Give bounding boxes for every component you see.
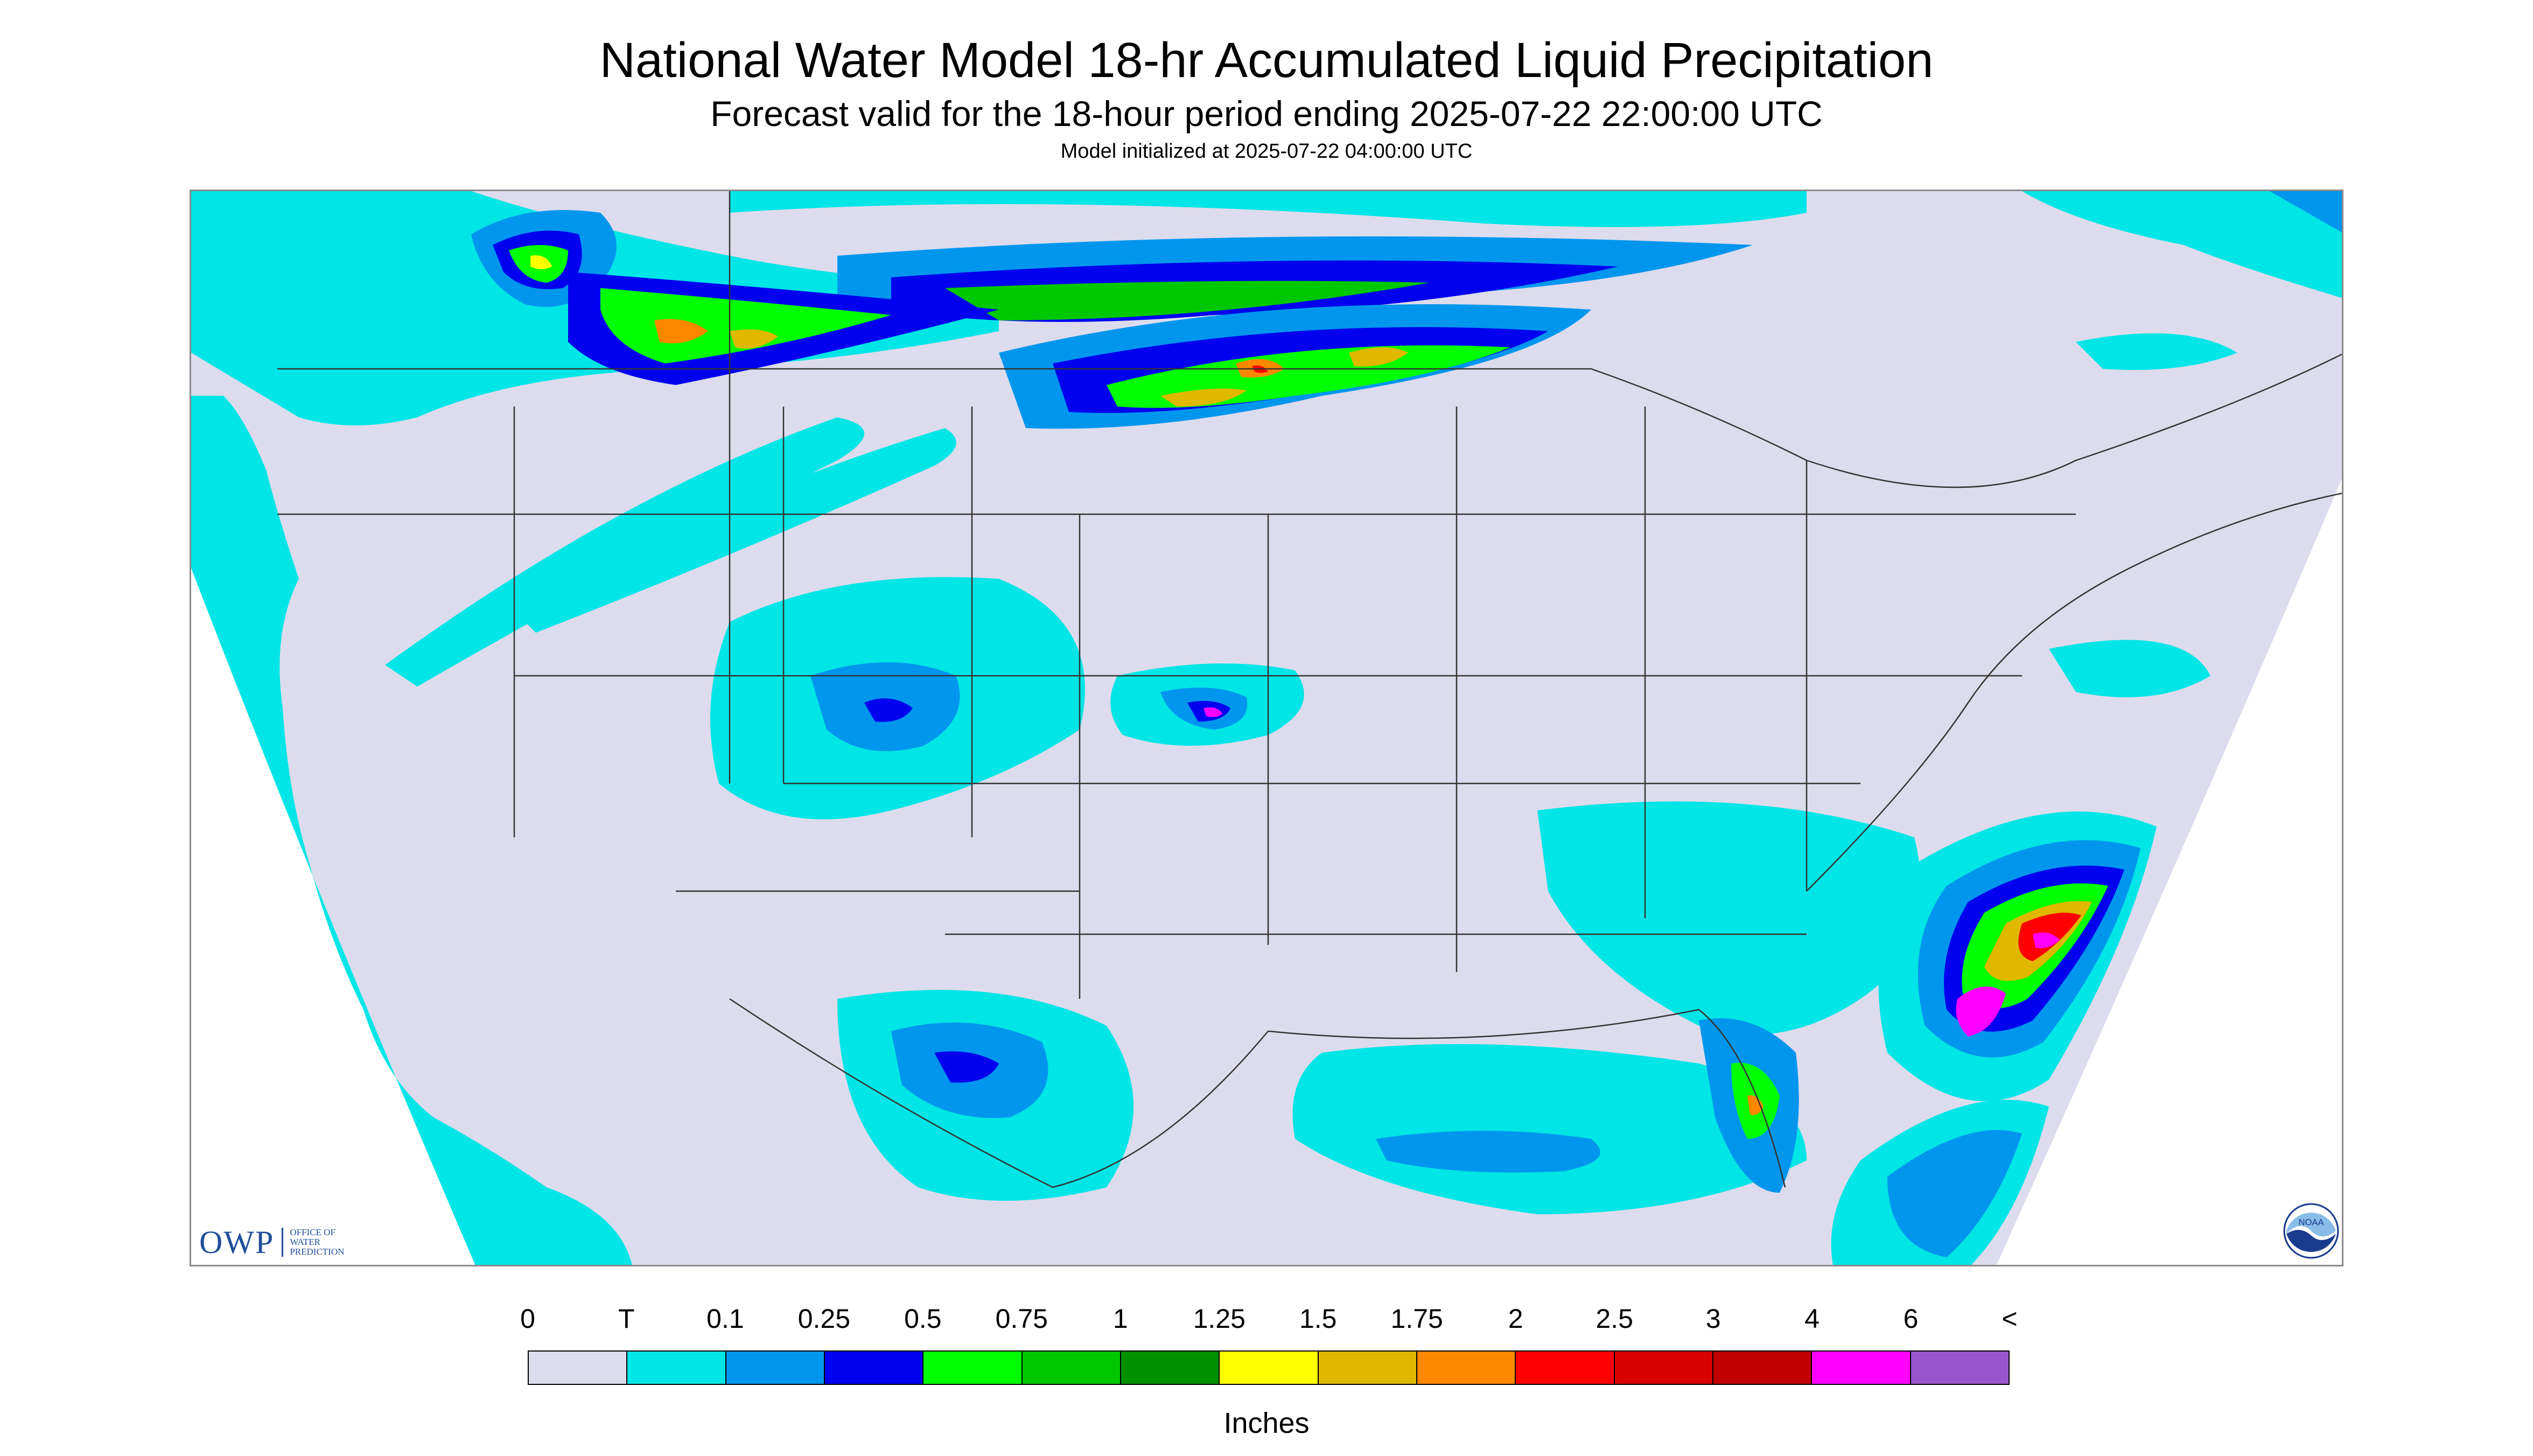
legend-swatch — [1911, 1352, 2009, 1384]
legend-units: Inches — [1223, 1407, 1310, 1439]
legend-swatch — [824, 1352, 924, 1384]
legend-label: 2 — [1508, 1304, 1523, 1334]
map-title: National Water Model 18-hr Accumulated L… — [599, 33, 1934, 88]
legend-label: 0.25 — [797, 1304, 851, 1334]
legend-swatch — [726, 1352, 825, 1384]
legend-label: 1.25 — [1193, 1304, 1245, 1334]
legend-label: 1 — [1112, 1304, 1128, 1334]
legend-swatch — [1812, 1352, 1911, 1384]
precipitation-map[interactable] — [190, 190, 2343, 1266]
owp-logo-mark: OWP — [199, 1224, 275, 1260]
legend-swatch — [1022, 1352, 1121, 1384]
legend-label: 0.75 — [995, 1304, 1048, 1334]
legend-swatch — [1318, 1352, 1417, 1384]
legend-label: 1.5 — [1299, 1304, 1337, 1334]
legend-swatch — [627, 1352, 726, 1384]
boundary-lines — [277, 191, 2342, 1188]
legend-label: 0.1 — [706, 1304, 744, 1334]
legend-label: 3 — [1705, 1304, 1721, 1334]
legend-swatch — [1614, 1352, 1713, 1384]
legend-labels: 0 T 0.1 0.25 0.5 0.75 1 1.25 1.5 1.75 2 2.5 3 4 6 < — [0, 1305, 2533, 1338]
legend-label: 1.75 — [1390, 1304, 1443, 1334]
legend-label: < — [2002, 1304, 2018, 1334]
pacific-trace-band — [191, 396, 632, 1265]
legend-label: 0 — [520, 1304, 535, 1334]
map-canvas — [191, 191, 2342, 1265]
legend-swatch — [923, 1352, 1023, 1384]
legend-swatch — [1121, 1352, 1220, 1384]
legend-color-bar — [528, 1350, 2010, 1385]
legend-label: 4 — [1804, 1304, 1820, 1334]
legend-swatch — [1220, 1352, 1319, 1384]
noaa-logo: NOAA — [2283, 1203, 2339, 1259]
legend-swatch — [1417, 1352, 1516, 1384]
legend-label: 6 — [1903, 1304, 1919, 1334]
legend-label: 2.5 — [1596, 1304, 1633, 1334]
owp-logo-text: OFFICE OF WATER PREDICTION — [282, 1228, 365, 1257]
legend-label: 0.5 — [904, 1304, 942, 1334]
legend-swatch — [1713, 1352, 1813, 1384]
map-subtitle: Forecast valid for the 18-hour period en… — [710, 94, 1823, 134]
model-init-line: Model initialized at 2025-07-22 04:00:00… — [1060, 140, 1473, 163]
legend-swatch — [1516, 1352, 1615, 1384]
legend-swatch — [529, 1352, 628, 1384]
legend-label: T — [618, 1304, 635, 1334]
noaa-logo-text: NOAA — [2298, 1217, 2324, 1228]
owp-logo: OWP OFFICE OF WATER PREDICTION — [199, 1223, 365, 1261]
